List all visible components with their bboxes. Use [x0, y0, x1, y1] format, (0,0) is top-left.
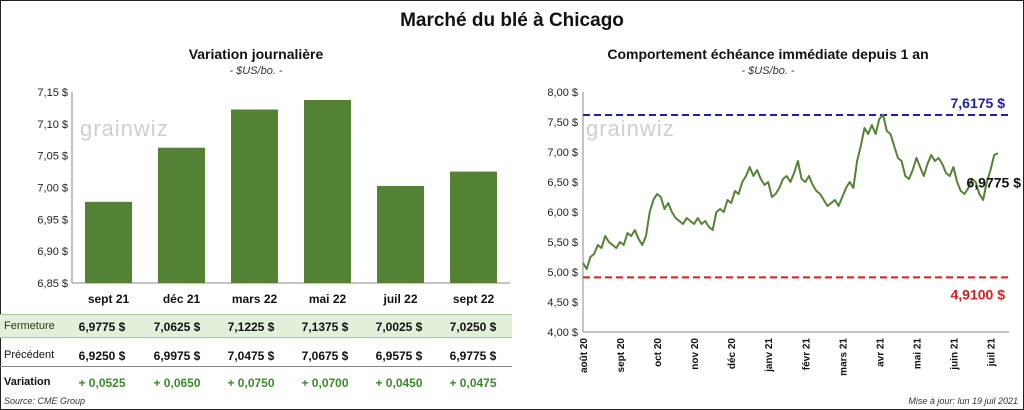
table-cell: + 0,0650: [153, 376, 201, 390]
bar: [377, 185, 424, 283]
x-tick-label: déc 21: [163, 292, 201, 306]
table-row-variation: Variation + 0,0525 + 0,0650 + 0,0750 + 0…: [0, 371, 512, 393]
table-cell: 6,9775 $: [78, 320, 126, 334]
x-tick-label: août 20: [579, 338, 590, 373]
y-tick-label: 7,00 $: [37, 183, 68, 195]
table-cell: 7,1225 $: [227, 320, 275, 334]
bar: [85, 201, 132, 283]
table-cell: 6,9575 $: [375, 349, 423, 363]
row-label: Fermeture: [4, 320, 55, 332]
table-cell: 7,1375 $: [301, 320, 349, 334]
one-year-line-chart: 4,00 $ 4,50 $ 5,00 $ 5,50 $ 6,00 $ 6,50 $ 7,00…: [547, 87, 1022, 376]
bar: [450, 171, 497, 283]
last-value-label: 6,9775 $: [967, 174, 1022, 190]
y-tick-label: 7,00 $: [547, 147, 578, 159]
low-value-label: 4,9100 $: [951, 286, 1006, 302]
left-chart-title: Variation journalière: [188, 46, 324, 62]
price-table: Fermeture 6,9775 $ 7,0625 $ 7,1225 $ 7,1…: [0, 314, 512, 393]
row-label: Variation: [4, 376, 51, 388]
high-value-label: 7,6175 $: [951, 95, 1006, 111]
page-title: Marché du blé à Chicago: [400, 10, 624, 31]
table-cell: + 0,0525: [78, 376, 126, 390]
x-tick-label: juil 22: [382, 292, 417, 306]
x-tick-label: juin 21: [949, 338, 960, 371]
table-cell: 7,0675 $: [301, 349, 349, 363]
y-tick-label: 4,00 $: [547, 327, 578, 339]
table-cell: + 0,0750: [227, 376, 275, 390]
y-tick-label: 8,00 $: [547, 87, 578, 99]
daily-variation-bar-chart: 6,85 $ 6,90 $ 6,95 $ 7,00 $ 7,05 $ 7,10 $ 7,15…: [37, 87, 510, 306]
left-watermark: grainwiz: [80, 116, 169, 141]
right-chart-title: Comportement échéance immédiate depuis 1…: [607, 46, 929, 62]
x-tick-label: déc 20: [727, 338, 738, 370]
table-cell: 7,0625 $: [153, 320, 201, 334]
y-tick-label: 5,50 $: [547, 237, 578, 249]
y-tick-label: 4,50 $: [547, 297, 578, 309]
row-label: Précédent: [4, 349, 55, 361]
table-cell: 6,9775 $: [449, 349, 497, 363]
y-tick-label: 6,00 $: [547, 207, 578, 219]
x-tick-label: avr 21: [875, 338, 886, 367]
source-note: Source: CME Group: [4, 396, 86, 406]
table-cell: + 0,0700: [301, 376, 349, 390]
table-cell: 7,0475 $: [227, 349, 275, 363]
right-chart-unit: - $US/bo. -: [741, 65, 795, 77]
price-series-line: [582, 113, 999, 270]
x-tick-label: mars 22: [232, 292, 278, 306]
right-watermark: grainwiz: [586, 116, 675, 141]
x-tick-label: oct 20: [653, 338, 664, 367]
table-cell: 6,9250 $: [78, 349, 126, 363]
x-tick-label: sept 21: [88, 292, 130, 306]
y-tick-label: 7,10 $: [37, 119, 68, 131]
table-cell: + 0,0475: [449, 376, 497, 390]
x-tick-label: mai 21: [912, 338, 923, 370]
table-cell: + 0,0450: [375, 376, 423, 390]
y-tick-label: 6,95 $: [37, 214, 68, 226]
y-tick-label: 7,05 $: [37, 151, 68, 163]
table-cell: 7,0025 $: [375, 320, 423, 334]
left-chart-unit: - $US/bo. -: [229, 65, 283, 77]
y-tick-label: 7,50 $: [547, 117, 578, 129]
table-cell: 6,9975 $: [153, 349, 201, 363]
x-tick-label: nov 20: [690, 338, 701, 370]
update-note: Mise à jour: lun 19 juil 2021: [908, 396, 1018, 406]
x-tick-label: mai 22: [309, 292, 347, 306]
y-tick-label: 5,00 $: [547, 267, 578, 279]
x-tick-label: juil 21: [986, 338, 997, 368]
bar: [304, 99, 351, 283]
x-tick-label: févr 21: [801, 338, 812, 371]
y-tick-label: 7,15 $: [37, 87, 68, 99]
table-row-close: Fermeture 6,9775 $ 7,0625 $ 7,1225 $ 7,1…: [0, 314, 512, 338]
x-tick-label: mars 21: [838, 338, 849, 376]
bar: [158, 147, 205, 283]
y-tick-label: 6,50 $: [547, 177, 578, 189]
x-tick-label: sept 22: [453, 292, 495, 306]
table-row-previous: Précédent 6,9250 $ 6,9975 $ 7,0475 $ 7,0…: [0, 344, 512, 367]
y-tick-label: 6,90 $: [37, 246, 68, 258]
x-tick-label: janv 21: [764, 338, 775, 373]
table-cell: 7,0250 $: [449, 320, 497, 334]
y-tick-label: 6,85 $: [37, 278, 68, 290]
bar: [231, 109, 278, 283]
x-tick-label: sept 20: [616, 338, 627, 373]
